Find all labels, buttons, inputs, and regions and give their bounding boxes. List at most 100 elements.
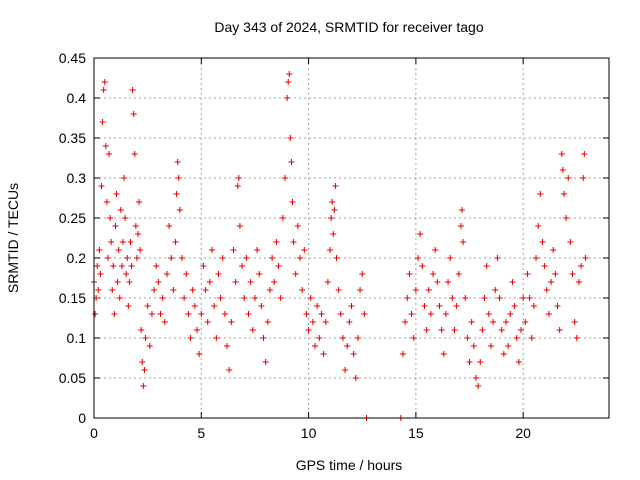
data-point [539,239,546,245]
data-point [348,303,355,309]
data-point [196,351,203,357]
data-point [434,279,441,285]
data-point [269,255,276,261]
x-axis-ticks: 0 5 10 15 20 [90,58,531,441]
y-tick-label: 0.3 [67,170,87,186]
data-point [575,279,582,285]
data-point [558,151,565,157]
data-point [181,295,188,301]
data-point [178,255,185,261]
data-point [530,303,537,309]
data-point [258,303,265,309]
data-point [470,343,477,349]
data-point [168,255,175,261]
data-point [515,359,522,365]
data-point [440,351,447,357]
data-point [277,295,284,301]
data-point [209,247,216,253]
data-point [110,263,117,269]
data-point [518,327,525,333]
data-point [140,383,147,389]
x-axis-label: GPS time / hours [296,457,403,473]
data-point [155,279,162,285]
data-point [479,327,486,333]
data-point [417,231,424,237]
data-point [408,311,415,317]
data-point [528,335,535,341]
data-point [146,343,153,349]
data-point [346,319,353,325]
data-point [111,311,118,317]
data-point [100,87,107,93]
data-point [327,247,334,253]
data-point [301,247,308,253]
data-point [412,287,419,293]
data-point [457,223,464,229]
data-point [541,263,548,269]
data-point [127,239,134,245]
data-point [494,255,501,261]
data-point [176,207,183,213]
data-point [361,311,368,317]
data-point [537,191,544,197]
data-point [314,303,321,309]
data-point [260,335,267,341]
data-point [224,343,231,349]
data-point [466,359,473,365]
data-point [251,295,258,301]
data-point [425,287,432,293]
data-point [505,343,512,349]
data-point [123,271,130,277]
data-point [483,263,490,269]
data-point [524,271,531,277]
data-point [124,255,131,261]
data-point [137,247,144,253]
x-tick-label: 15 [408,425,424,441]
data-point [292,271,299,277]
data-point [284,95,291,101]
data-point [139,359,146,365]
data-point [305,327,312,333]
data-point [406,271,413,277]
data-point [342,367,349,373]
data-point [565,175,572,181]
data-point [271,279,278,285]
data-point [455,271,462,277]
y-tick-label: 0.4 [67,90,87,106]
data-point [447,255,454,261]
data-point [185,311,192,317]
data-point [580,175,587,181]
data-point [333,255,340,261]
data-point [581,151,588,157]
data-point [166,223,173,229]
data-point [101,79,108,85]
data-point [117,207,124,213]
data-point [131,151,138,157]
x-tick-label: 0 [90,425,98,441]
data-point [500,351,507,357]
data-point [116,295,123,301]
data-point [419,263,426,269]
data-point [578,263,585,269]
data-point [533,255,540,261]
data-point [119,239,126,245]
data-point [228,319,235,325]
data-point [96,247,103,253]
data-point [526,295,533,301]
data-point [423,327,430,333]
data-point [134,231,141,237]
data-point [215,271,222,277]
data-point [94,263,101,269]
data-point [449,295,456,301]
data-point [297,255,303,261]
data-point [285,79,292,85]
data-point [344,343,351,349]
data-point [245,311,252,317]
data-point [332,183,339,189]
data-point [563,215,570,221]
data-point [97,271,104,277]
data-point [522,319,529,325]
data-point [509,279,516,285]
x-tick-label: 20 [515,425,531,441]
data-point [173,191,180,197]
